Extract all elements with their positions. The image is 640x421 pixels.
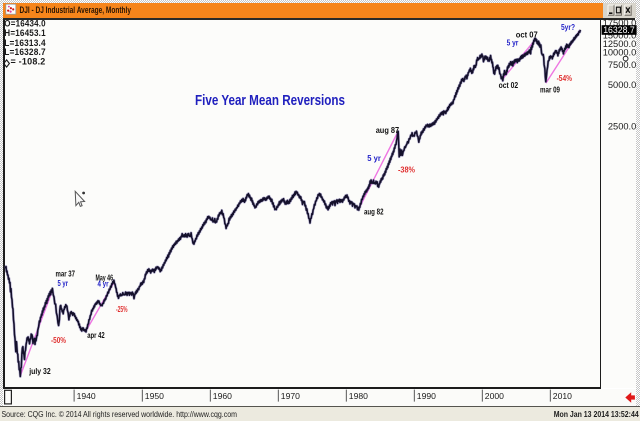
svg-text:-25%: -25% <box>116 304 128 314</box>
svg-text:Source: CQG Inc. © 2014 All ri: Source: CQG Inc. © 2014 All rights reser… <box>2 409 238 419</box>
svg-text:DJI - DJ Industrial Average, M: DJI - DJ Industrial Average, Monthly <box>20 5 132 15</box>
svg-text:5000.0: 5000.0 <box>608 80 636 90</box>
svg-text:-54%: -54% <box>557 73 573 83</box>
svg-text:5 yr: 5 yr <box>507 37 519 47</box>
svg-text:2000: 2000 <box>485 391 504 401</box>
svg-text:oct 02: oct 02 <box>499 80 519 90</box>
svg-text:L=16328.7: L=16328.7 <box>4 47 46 57</box>
svg-text:aug 82: aug 82 <box>364 206 384 216</box>
svg-text:5 yr: 5 yr <box>58 278 69 288</box>
svg-text:2010: 2010 <box>553 391 572 401</box>
svg-text:1950: 1950 <box>145 391 164 401</box>
svg-text:1990: 1990 <box>417 391 436 401</box>
svg-text:10000.0: 10000.0 <box>603 48 637 58</box>
svg-text:15000.0: 15000.0 <box>603 30 637 40</box>
svg-text:-38%: -38% <box>398 164 416 174</box>
svg-text:Five Year Mean Reversions: Five Year Mean Reversions <box>195 93 345 109</box>
svg-text:O=16434.0: O=16434.0 <box>4 19 46 29</box>
svg-text:mar 37: mar 37 <box>56 268 76 278</box>
svg-text:= -108.2: = -108.2 <box>11 57 46 67</box>
svg-text:7500.0: 7500.0 <box>608 60 636 70</box>
svg-text:1960: 1960 <box>213 391 232 401</box>
svg-text:4 yr: 4 yr <box>98 278 110 288</box>
svg-text:1940: 1940 <box>77 391 96 401</box>
svg-text:mar 09: mar 09 <box>540 84 560 94</box>
svg-text:May 46: May 46 <box>96 272 114 282</box>
svg-text:12500.0: 12500.0 <box>603 39 637 49</box>
svg-text:2500.0: 2500.0 <box>608 122 636 132</box>
svg-text:5 yr: 5 yr <box>367 153 381 163</box>
svg-text:apr 42: apr 42 <box>87 330 105 340</box>
svg-text:Mon Jan 13 2014 13:52:44: Mon Jan 13 2014 13:52:44 <box>554 409 639 419</box>
svg-text:oct 07: oct 07 <box>516 30 538 40</box>
svg-text:17500.0: 17500.0 <box>603 18 637 28</box>
svg-text:1980: 1980 <box>349 391 368 401</box>
svg-text:july 32: july 32 <box>28 366 51 376</box>
svg-text:L=16313.4: L=16313.4 <box>4 38 46 48</box>
svg-text:aug 87: aug 87 <box>376 125 400 135</box>
svg-text:5yr?: 5yr? <box>561 22 575 32</box>
svg-text:1970: 1970 <box>281 391 300 401</box>
svg-text:-50%: -50% <box>51 335 66 345</box>
svg-text:H=16453.1: H=16453.1 <box>4 28 46 38</box>
svg-text:16328.7: 16328.7 <box>603 25 635 35</box>
